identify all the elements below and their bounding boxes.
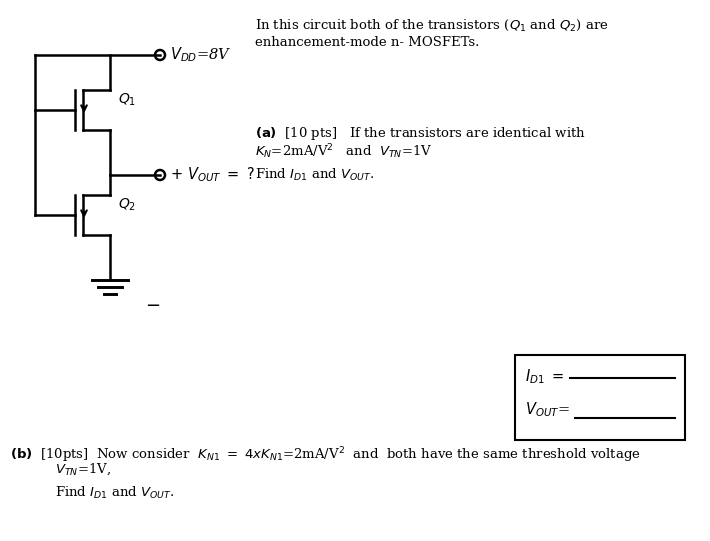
Text: $+\ V_{OUT}\ =\ ?$: $+\ V_{OUT}\ =\ ?$ <box>170 166 256 184</box>
Text: $\mathbf{(b)}$  [10pts]  Now consider  $K_{N1}\ =\ 4xK_{N1}$=2mA/V$^2$  and  bot: $\mathbf{(b)}$ [10pts] Now consider $K_{… <box>10 445 640 465</box>
Text: $Q_1$: $Q_1$ <box>118 92 136 108</box>
Text: $V_{OUT}$=: $V_{OUT}$= <box>525 400 570 419</box>
Text: Find $I_{D1}$ and $V_{OUT}$.: Find $I_{D1}$ and $V_{OUT}$. <box>55 485 175 501</box>
Text: $V_{TN}$=1V,: $V_{TN}$=1V, <box>55 462 111 478</box>
Text: $\mathbf{(a)}$  [10 pts]   If the transistors are identical with: $\mathbf{(a)}$ [10 pts] If the transisto… <box>255 125 586 142</box>
Text: In this circuit both of the transistors ($Q_1$ and $Q_2$) are: In this circuit both of the transistors … <box>255 18 608 33</box>
Text: $I_{D1}\ =$: $I_{D1}\ =$ <box>525 367 564 386</box>
Text: $K_N$=2mA/V$^2$   and  $V_{TN}$=1V: $K_N$=2mA/V$^2$ and $V_{TN}$=1V <box>255 142 432 161</box>
Text: $-$: $-$ <box>145 295 160 313</box>
Text: Find $I_{D1}$ and $V_{OUT}$.: Find $I_{D1}$ and $V_{OUT}$. <box>255 167 374 183</box>
Bar <box>515 355 685 440</box>
Text: $V_{DD}$=8V: $V_{DD}$=8V <box>170 45 231 64</box>
Text: $Q_2$: $Q_2$ <box>118 197 136 213</box>
Text: enhancement-mode n- MOSFETs.: enhancement-mode n- MOSFETs. <box>255 36 479 49</box>
